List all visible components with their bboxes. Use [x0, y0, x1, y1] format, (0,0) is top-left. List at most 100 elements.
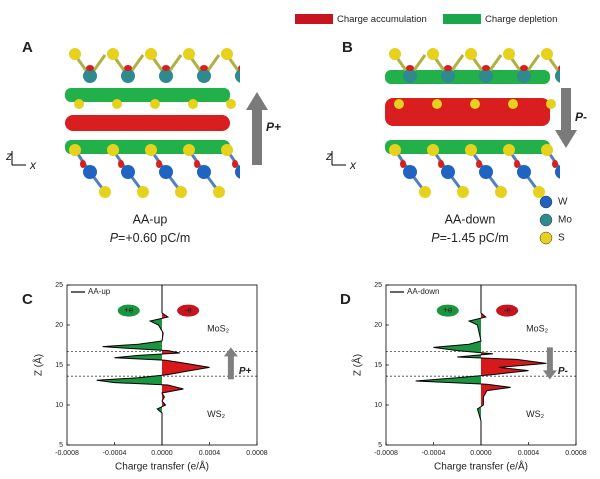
blob [124, 65, 132, 71]
p-value: =-1.45 pC/m [440, 231, 509, 245]
blob [444, 65, 452, 71]
accumulation-band [65, 115, 230, 131]
atom-s [465, 144, 477, 156]
polarization-text: P=-1.45 pC/m [431, 231, 508, 245]
atom-s [541, 144, 553, 156]
x-tick-label: -0.0008 [374, 450, 398, 457]
x-tick-label: 0.0008 [565, 450, 587, 457]
depletion-band [385, 70, 550, 84]
plus-label: +e [124, 306, 134, 315]
atom-mo [517, 69, 531, 83]
legend-label: AA-up [88, 287, 111, 296]
legend-swatch [443, 14, 481, 24]
panel-letter: C [22, 291, 33, 308]
y-tick-label: 15 [55, 362, 63, 369]
caption: AA-down [445, 212, 496, 226]
x-tick-label: 0.0000 [470, 450, 492, 457]
y-axis-label: Z (Å) [351, 354, 364, 376]
blob [194, 160, 200, 168]
atom-s [546, 99, 556, 109]
minus-label: -e [185, 306, 193, 315]
atom-s [226, 99, 236, 109]
atom-w [555, 165, 560, 179]
atom-s [69, 144, 81, 156]
atom-s [465, 48, 477, 60]
x-axis-label: Charge transfer (e/Å) [434, 460, 528, 473]
axes-glyph [11, 151, 26, 166]
polarization-arrow [542, 347, 557, 380]
blob [552, 160, 558, 168]
atom-s [394, 99, 404, 109]
atom-w [479, 165, 493, 179]
atom-s [112, 99, 122, 109]
structure [65, 48, 263, 198]
atom-mo [403, 69, 417, 83]
atom-s [432, 99, 442, 109]
y-tick-label: 5 [378, 442, 382, 449]
blob [520, 65, 528, 71]
legend-label: Charge accumulation [337, 14, 427, 25]
atom-legend-marker [539, 231, 553, 245]
atom-mo [197, 69, 211, 83]
blob [482, 65, 490, 71]
atom-s [251, 186, 263, 198]
atom-w [235, 165, 240, 179]
panel-letter: B [342, 39, 353, 56]
plot-frame [66, 284, 258, 446]
blob [86, 65, 94, 71]
blob [118, 160, 124, 168]
y-tick-label: 15 [374, 362, 382, 369]
atom-legend-label: W [558, 197, 568, 208]
atom-mo [479, 69, 493, 83]
caption: AA-up [133, 212, 168, 226]
atom-legend-label: Mo [558, 215, 572, 226]
atom-legend-label: S [558, 233, 565, 244]
arrow-label: P- [558, 366, 569, 377]
atom-mo [83, 69, 97, 83]
bond [562, 55, 577, 76]
atom-w [121, 165, 135, 179]
polarization-text: P=+0.60 pC/m [110, 231, 191, 245]
x-tick-label: 0.0004 [199, 450, 221, 457]
y-tick-label: 10 [55, 402, 63, 409]
polarization-arrow [223, 347, 238, 380]
atom-legend-marker [539, 195, 553, 209]
atom-s [150, 99, 160, 109]
y-tick-label: 20 [374, 322, 382, 329]
atom-s [541, 48, 553, 60]
positive-area [162, 285, 210, 445]
blob [162, 65, 170, 71]
depletion-band [65, 88, 230, 102]
blob [476, 160, 482, 168]
atom-s [69, 48, 81, 60]
atom-s [145, 48, 157, 60]
bond [242, 55, 257, 76]
legend-label: AA-down [407, 287, 439, 296]
blob [406, 65, 414, 71]
x-tick-label: 0.0008 [246, 450, 268, 457]
y-tick-label: 25 [374, 282, 382, 289]
polarization-arrow [246, 92, 268, 165]
x-tick-label: 0.0004 [518, 450, 540, 457]
legend-label: Charge depletion [485, 14, 557, 25]
p-symbol: P [110, 231, 119, 245]
atom-w [403, 165, 417, 179]
blob [438, 160, 444, 168]
y-tick-label: 5 [59, 442, 63, 449]
atom-s [389, 48, 401, 60]
blob [200, 65, 208, 71]
axis-glyph-x: x [29, 158, 37, 172]
y-tick-label: 25 [55, 282, 63, 289]
y-tick-label: 20 [55, 322, 63, 329]
atom-s [74, 99, 84, 109]
axis-glyph-x: x [349, 158, 357, 172]
x-axis-label: Charge transfer (e/Å) [115, 460, 209, 473]
plot-frame [385, 284, 577, 446]
bottom-layer-label: WS₂ [207, 409, 225, 419]
p-value: =+0.60 pC/m [118, 231, 190, 245]
positive-area [481, 285, 547, 445]
plus-label: +e [443, 306, 453, 315]
atom-s [503, 48, 515, 60]
atom-s [221, 144, 233, 156]
atom-s [183, 144, 195, 156]
